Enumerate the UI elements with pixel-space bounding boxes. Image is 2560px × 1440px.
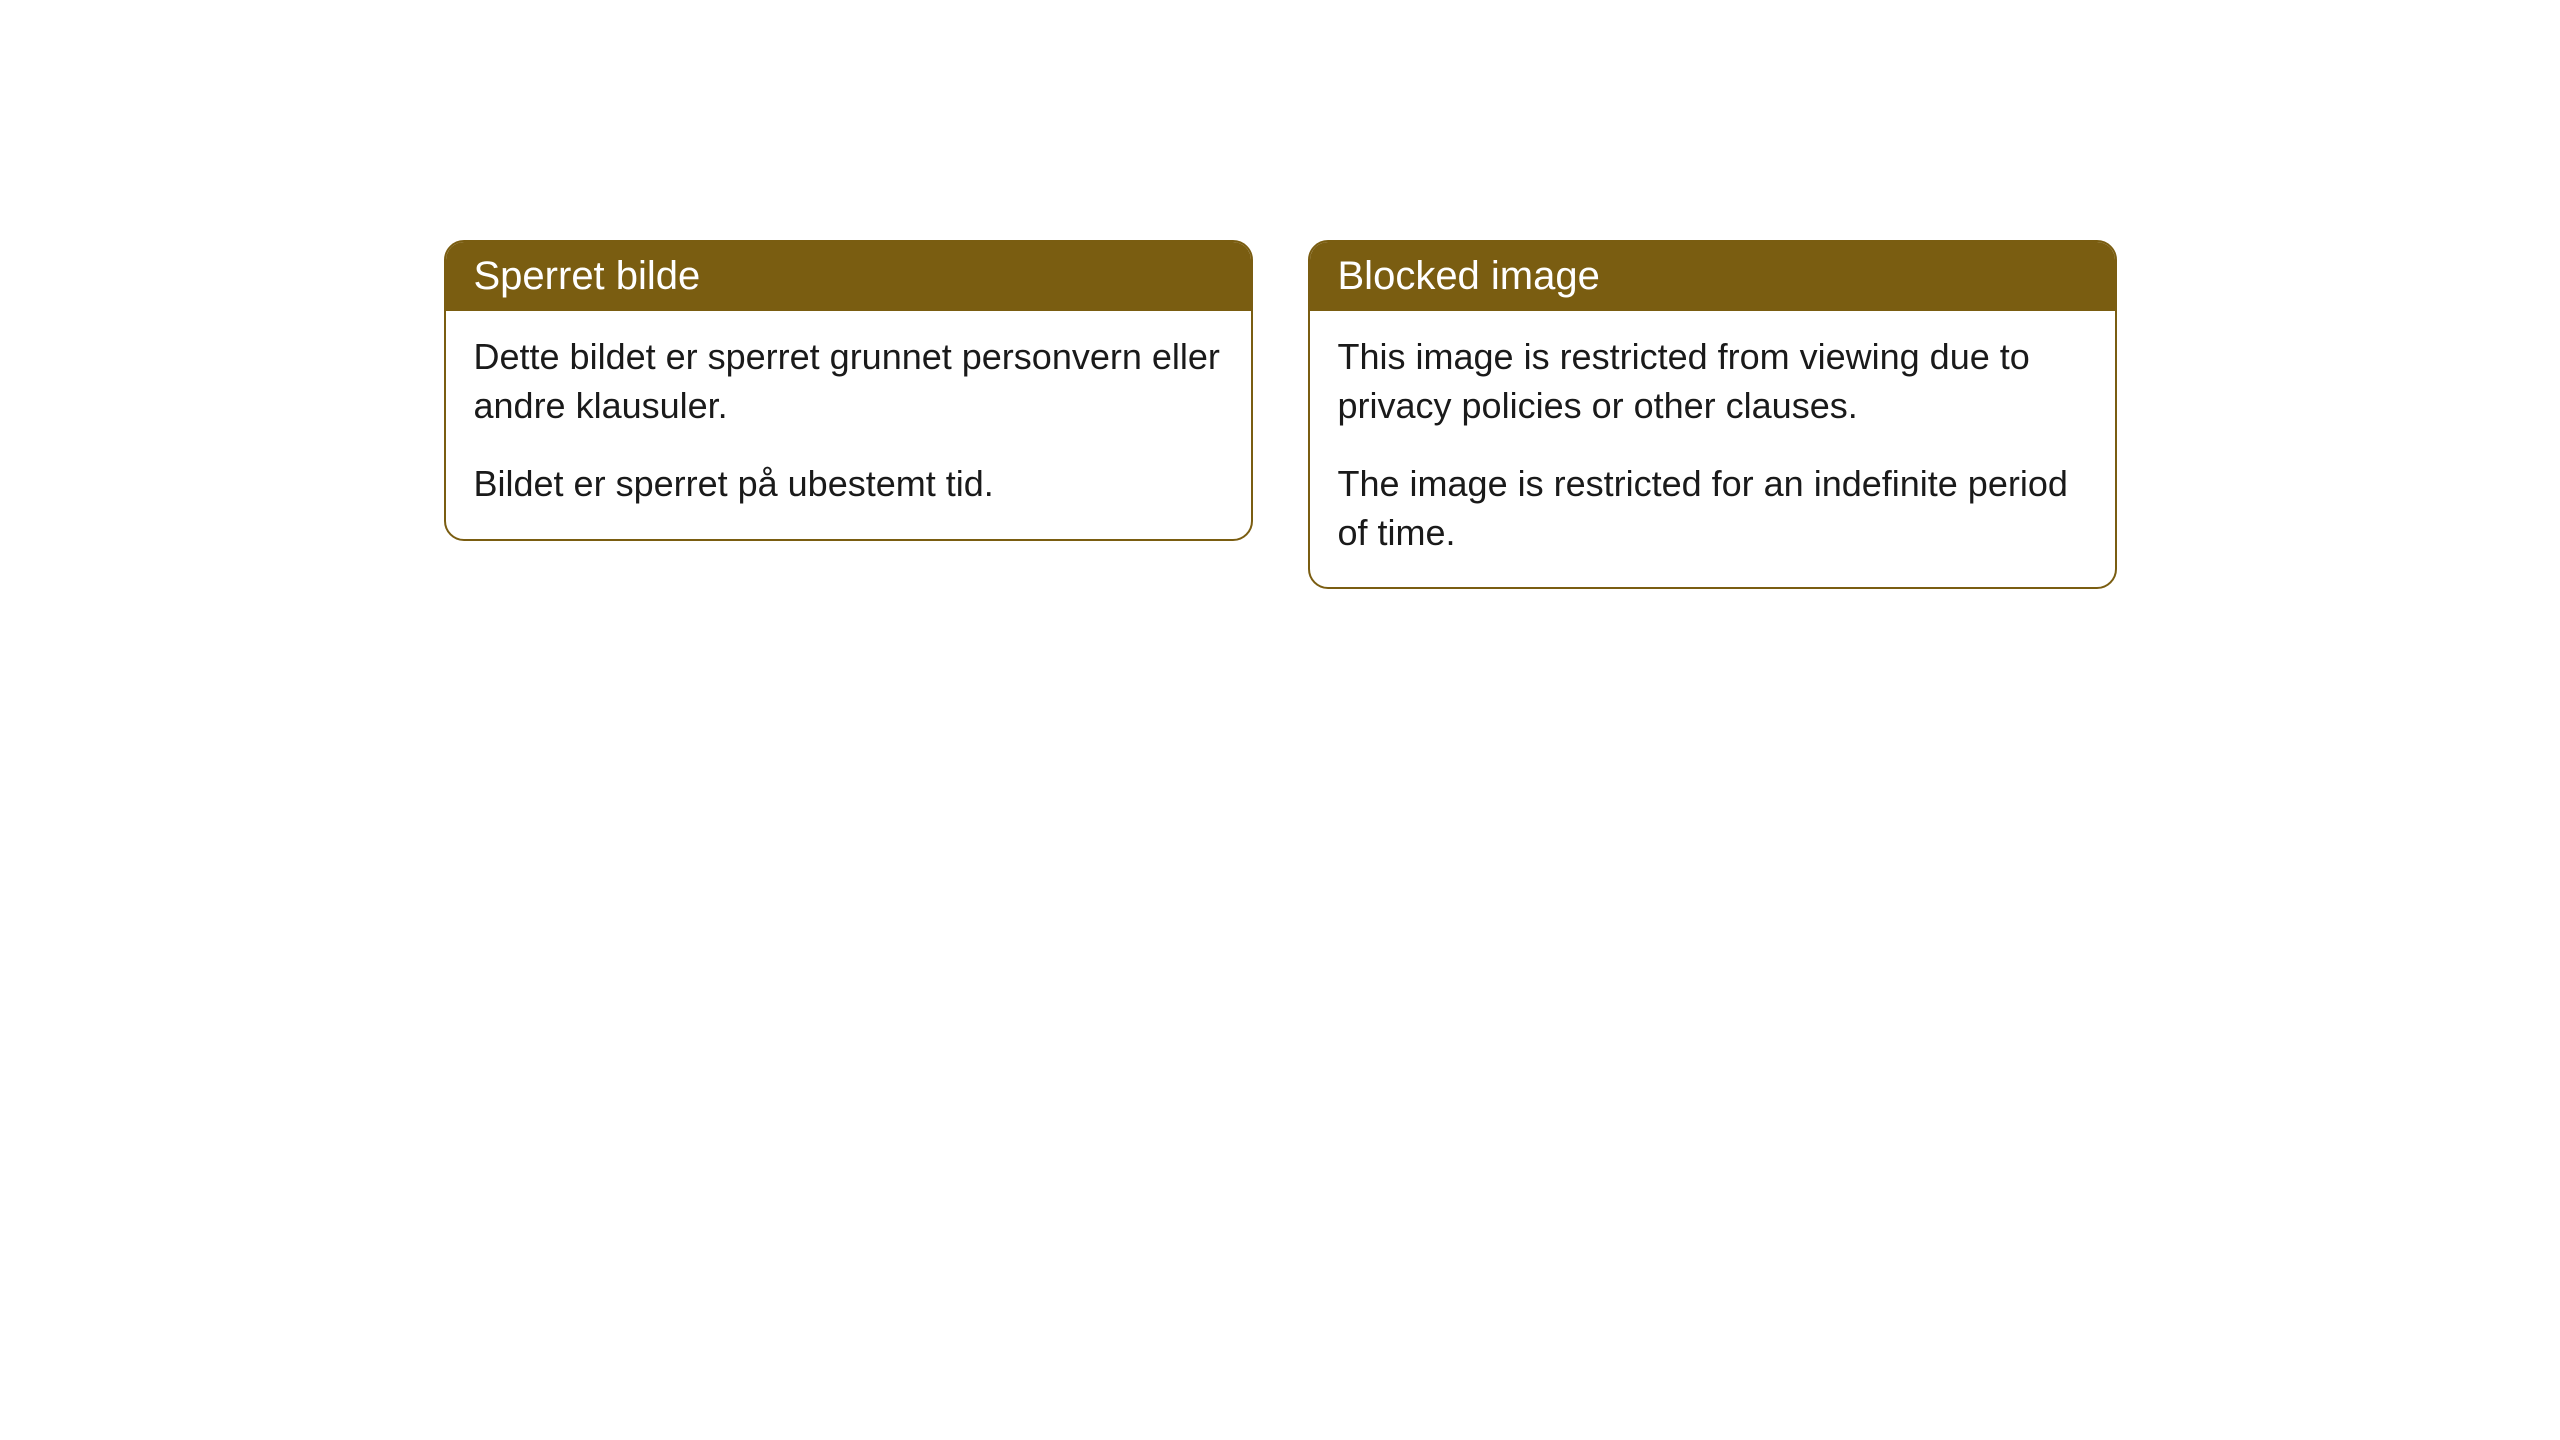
card-paragraph: This image is restricted from viewing du… (1338, 333, 2087, 430)
card-header-norwegian: Sperret bilde (446, 242, 1251, 311)
card-header-english: Blocked image (1310, 242, 2115, 311)
card-paragraph: Dette bildet er sperret grunnet personve… (474, 333, 1223, 430)
card-title: Sperret bilde (474, 254, 701, 298)
card-paragraph: The image is restricted for an indefinit… (1338, 460, 2087, 557)
card-body-english: This image is restricted from viewing du… (1310, 311, 2115, 587)
cards-container: Sperret bilde Dette bildet er sperret gr… (444, 240, 2117, 1440)
card-english: Blocked image This image is restricted f… (1308, 240, 2117, 589)
card-body-norwegian: Dette bildet er sperret grunnet personve… (446, 311, 1251, 539)
card-norwegian: Sperret bilde Dette bildet er sperret gr… (444, 240, 1253, 541)
card-title: Blocked image (1338, 254, 1600, 298)
card-paragraph: Bildet er sperret på ubestemt tid. (474, 460, 1223, 509)
